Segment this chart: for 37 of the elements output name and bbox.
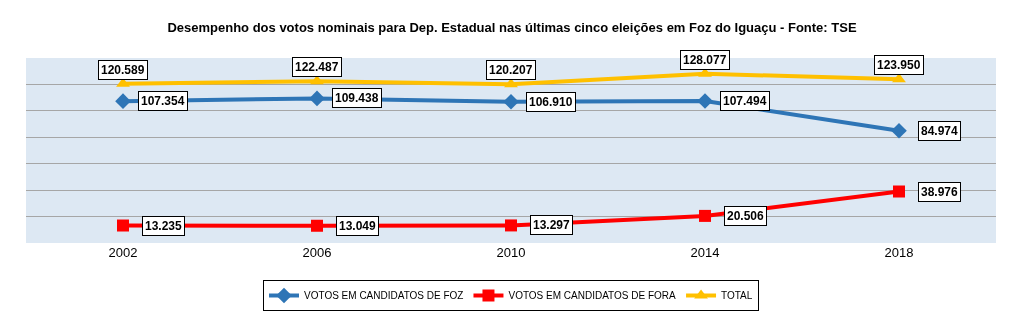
point [505,219,517,232]
legend-label: TOTAL [721,290,753,302]
data-label: 120.207 [489,63,533,77]
data-label: 13.235 [145,219,183,233]
data-label: 13.049 [339,219,377,233]
data-label: 107.494 [723,94,767,108]
x-tick-label: 2002 [108,245,138,260]
point [503,93,519,110]
legend-label: VOTOS EM CANDIDATOS DE FOZ [304,290,464,302]
point [310,75,324,85]
point [697,93,713,109]
x-tick-label: 2018 [884,245,914,260]
data-label: 20.506 [727,209,765,223]
point [893,185,905,198]
data-label: 128.077 [683,53,727,67]
data-label: 38.976 [921,185,959,199]
point [309,90,325,107]
point [117,219,129,232]
point [115,93,131,109]
data-label: 13.297 [533,218,571,232]
data-label: 107.354 [141,94,185,108]
chart-title: Desempenho dos votos nominais para Dep. Estadual nas últimas cinco eleições em Foz do Iguaçu - Fonte: TSE [167,19,857,35]
data-label: 106.910 [529,95,573,109]
point [699,209,711,222]
point [892,73,906,83]
data-label: 123.950 [877,58,921,72]
point [311,219,323,232]
data-label: 84.974 [921,124,959,138]
x-tick-label: 2014 [690,245,720,260]
data-label: 109.438 [335,91,379,105]
data-label: 122.487 [295,60,339,74]
x-tick-label: 2010 [496,245,526,260]
data-label: 120.589 [101,63,145,77]
legend-label: VOTOS EM CANDIDATOS DE FORA [508,290,677,302]
point [891,122,907,139]
point [504,78,518,88]
x-tick-label: 2006 [302,245,332,260]
